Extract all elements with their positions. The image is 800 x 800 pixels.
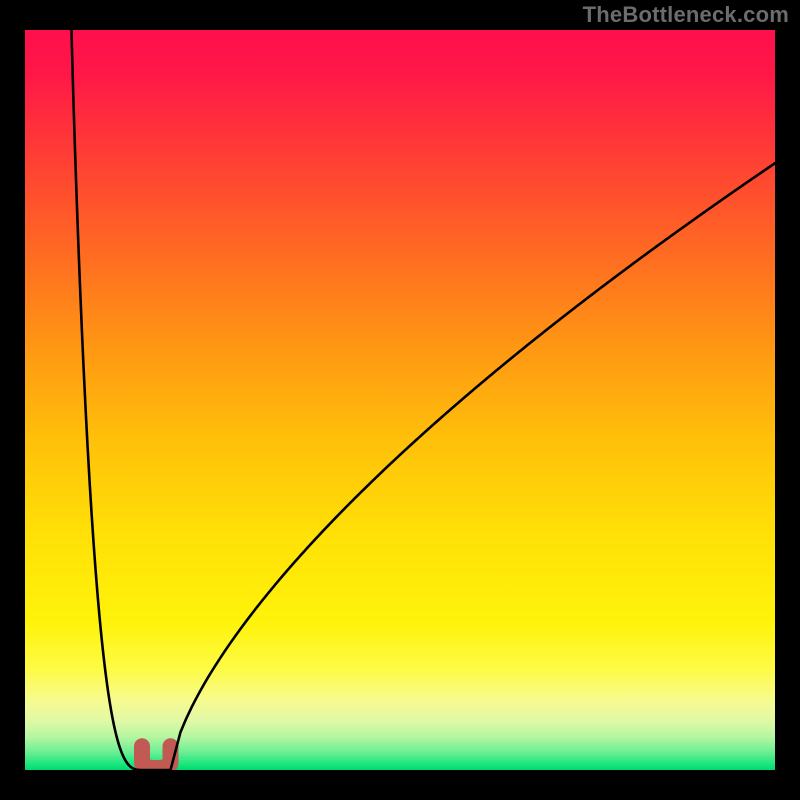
bottleneck-chart: [0, 0, 800, 800]
chart-background: [25, 30, 775, 770]
watermark-text: TheBottleneck.com: [583, 2, 789, 28]
frame-right: [775, 0, 800, 800]
frame-left: [0, 0, 25, 800]
frame-bottom: [0, 770, 800, 800]
